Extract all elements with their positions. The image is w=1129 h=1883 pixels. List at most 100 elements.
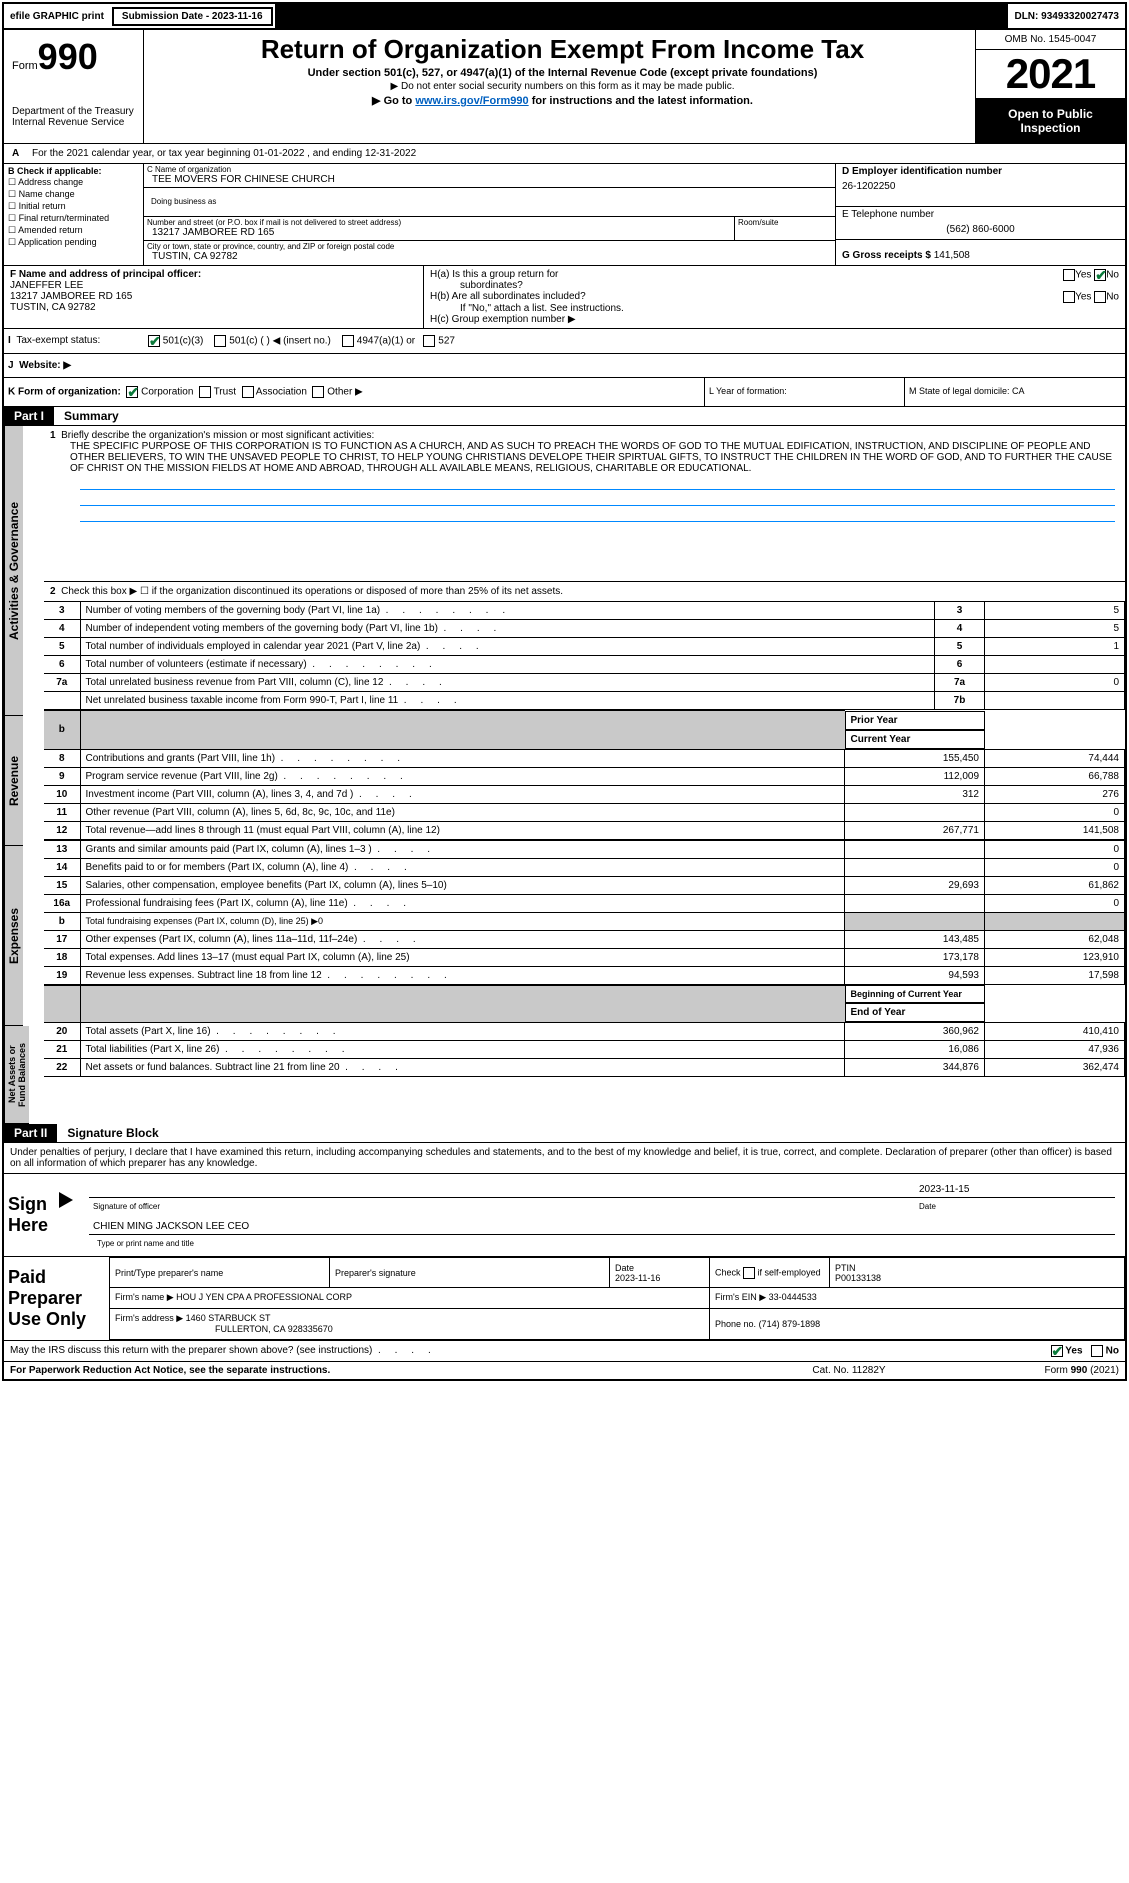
chk-other[interactable] — [312, 386, 324, 398]
chk-amended-return[interactable]: ☐ Amended return — [8, 225, 139, 236]
mission-text: THE SPECIFIC PURPOSE OF THIS CORPORATION… — [70, 441, 1115, 474]
table-row: 19Revenue less expenses. Subtract line 1… — [44, 966, 1125, 984]
officer-name: JANEFFER LEE — [10, 280, 417, 291]
prep-selfemp: Check if self-employed — [710, 1258, 830, 1288]
submission-date-button[interactable]: Submission Date - 2023-11-16 — [112, 7, 273, 26]
sign-arrow-icon — [59, 1192, 73, 1208]
chk-corp[interactable] — [126, 386, 138, 398]
chk-final-return[interactable]: ☐ Final return/terminated — [8, 213, 139, 224]
part-II-bar: Part II Signature Block — [4, 1124, 1125, 1142]
chk-address-change[interactable]: ☐ Address change — [8, 177, 139, 188]
K-label: K Form of organization: — [8, 387, 121, 398]
chk-name-change[interactable]: ☐ Name change — [8, 189, 139, 200]
I-opts: 501(c)(3) 501(c) ( ) ◀ (insert no.) 4947… — [144, 329, 1125, 353]
Ha-no-checkbox[interactable] — [1094, 269, 1106, 281]
M-block: M State of legal domicile: CA — [905, 378, 1125, 406]
chk-self-employed[interactable] — [743, 1267, 755, 1279]
J-row: J Website: ▶ — [4, 353, 1125, 377]
table-row: 4Number of independent voting members of… — [44, 620, 1125, 638]
expenses-table: 13Grants and similar amounts paid (Part … — [44, 840, 1125, 985]
table-row: 15Salaries, other compensation, employee… — [44, 876, 1125, 894]
table-row: 6Total number of volunteers (estimate if… — [44, 656, 1125, 674]
E-label: E Telephone number — [842, 209, 1119, 220]
chk-trust[interactable] — [199, 386, 211, 398]
may-no-checkbox[interactable] — [1091, 1345, 1103, 1357]
table-row: 17Other expenses (Part IX, column (A), l… — [44, 930, 1125, 948]
table-row: 9Program service revenue (Part VIII, lin… — [44, 767, 1125, 785]
rule-line — [80, 490, 1115, 506]
street-addr: 13217 JAMBOREE RD 165 — [144, 227, 734, 240]
col-B: B Check if applicable: ☐ Address change … — [4, 164, 144, 265]
phone-val: (562) 860-6000 — [842, 224, 1119, 235]
may-yes-checkbox[interactable] — [1051, 1345, 1063, 1357]
paid-preparer-block: Paid Preparer Use Only Print/Type prepar… — [4, 1256, 1125, 1340]
prep-date-hdr: Date2023-11-16 — [610, 1258, 710, 1288]
table-row: Firm's address ▶ 1460 STARBUCK ST FULLER… — [110, 1308, 1125, 1339]
table-row: 20Total assets (Part X, line 16)360,9624… — [44, 1023, 1125, 1041]
dba-label: Doing business as — [148, 196, 831, 206]
line-A: A For the 2021 calendar year, or tax yea… — [4, 144, 1125, 164]
Ha-yes-checkbox[interactable] — [1063, 269, 1075, 281]
city-label: City or town, state or province, country… — [144, 241, 835, 251]
vtab-revenue: Revenue — [4, 716, 23, 846]
paid-preparer-table: Print/Type preparer's name Preparer's si… — [109, 1257, 1125, 1340]
chk-application-pending[interactable]: ☐ Application pending — [8, 237, 139, 248]
chk-4947[interactable] — [342, 335, 354, 347]
form-prefix: Form — [12, 60, 38, 72]
col-D: D Employer identification number 26-1202… — [835, 164, 1125, 265]
perjury-statement: Under penalties of perjury, I declare th… — [4, 1142, 1125, 1173]
KLM-row: K Form of organization: Corporation Trus… — [4, 377, 1125, 407]
entity-block: B Check if applicable: ☐ Address change … — [4, 164, 1125, 265]
I-label: I Tax-exempt status: — [4, 329, 144, 353]
Hb-yes-checkbox[interactable] — [1063, 291, 1075, 303]
chk-initial-return[interactable]: ☐ Initial return — [8, 201, 139, 212]
Ha-label: H(a) Is this a group return for — [430, 269, 558, 280]
L-block: L Year of formation: — [705, 378, 905, 406]
form-number: Form990 — [12, 36, 139, 78]
rule-line — [80, 474, 1115, 490]
sig-officer-line[interactable] — [89, 1193, 915, 1198]
table-row: 13Grants and similar amounts paid (Part … — [44, 840, 1125, 858]
open-to-public: Open to Public Inspection — [976, 99, 1125, 143]
sig-date: 2023-11-15 — [915, 1182, 1115, 1198]
officer-printed-name: CHIEN MING JACKSON LEE CEO — [89, 1219, 1115, 1235]
tax-year: 2021 — [976, 50, 1125, 99]
F-block: F Name and address of principal officer:… — [4, 266, 424, 328]
table-row: Print/Type preparer's name Preparer's si… — [110, 1258, 1125, 1288]
tax-year-range: For the 2021 calendar year, or tax year … — [32, 148, 416, 159]
firm-phone-cell: Phone no. (714) 879-1898 — [710, 1308, 1125, 1339]
footer-left: For Paperwork Reduction Act Notice, see … — [10, 1365, 759, 1376]
table-row: bTotal fundraising expenses (Part IX, co… — [44, 912, 1125, 930]
Hb-no-checkbox[interactable] — [1094, 291, 1106, 303]
table-row: 11Other revenue (Part VIII, column (A), … — [44, 803, 1125, 821]
note-goto: ▶ Go to www.irs.gov/Form990 for instruct… — [154, 94, 971, 107]
part-I-bar: Part I Summary — [4, 407, 1125, 425]
col-C: C Name of organization TEE MOVERS FOR CH… — [144, 164, 835, 265]
officer-addr1: 13217 JAMBOREE RD 165 — [10, 291, 417, 302]
type-print-label: Type or print name and title — [93, 1239, 1111, 1248]
officer-row: F Name and address of principal officer:… — [4, 265, 1125, 328]
part-I-title: Summary — [54, 407, 1125, 425]
form-subtitle: Under section 501(c), 527, or 4947(a)(1)… — [154, 67, 971, 79]
street-label: Number and street (or P.O. box if mail i… — [144, 217, 734, 227]
may-text: May the IRS discuss this return with the… — [10, 1345, 939, 1357]
vtab-governance: Activities & Governance — [4, 426, 23, 716]
form990-link[interactable]: www.irs.gov/Form990 — [415, 95, 528, 107]
topbar-spacer — [275, 4, 1009, 28]
dept-treasury: Department of the Treasury — [12, 106, 139, 117]
table-row: 3Number of voting members of the governi… — [44, 602, 1125, 620]
J-label: Website: ▶ — [19, 360, 71, 371]
Ha-sub: subordinates? — [460, 280, 523, 291]
efile-label: efile GRAPHIC print — [4, 7, 110, 26]
room-label: Room/suite — [735, 217, 835, 227]
chk-501c3[interactable] — [148, 335, 160, 347]
chk-assoc[interactable] — [242, 386, 254, 398]
table-row: Beginning of Current YearEnd of Year — [44, 985, 1125, 1023]
chk-501c[interactable] — [214, 335, 226, 347]
chk-527[interactable] — [423, 335, 435, 347]
sign-col: 2023-11-15 Signature of officer Date CHI… — [79, 1174, 1125, 1256]
firm-name-cell: Firm's name ▶ HOU J YEN CPA A PROFESSION… — [110, 1288, 710, 1308]
table-row: Net unrelated business taxable income fr… — [44, 692, 1125, 710]
form-header: Form990 Department of the Treasury Inter… — [4, 30, 1125, 144]
vtab-net: Net Assets or Fund Balances — [4, 1026, 29, 1124]
